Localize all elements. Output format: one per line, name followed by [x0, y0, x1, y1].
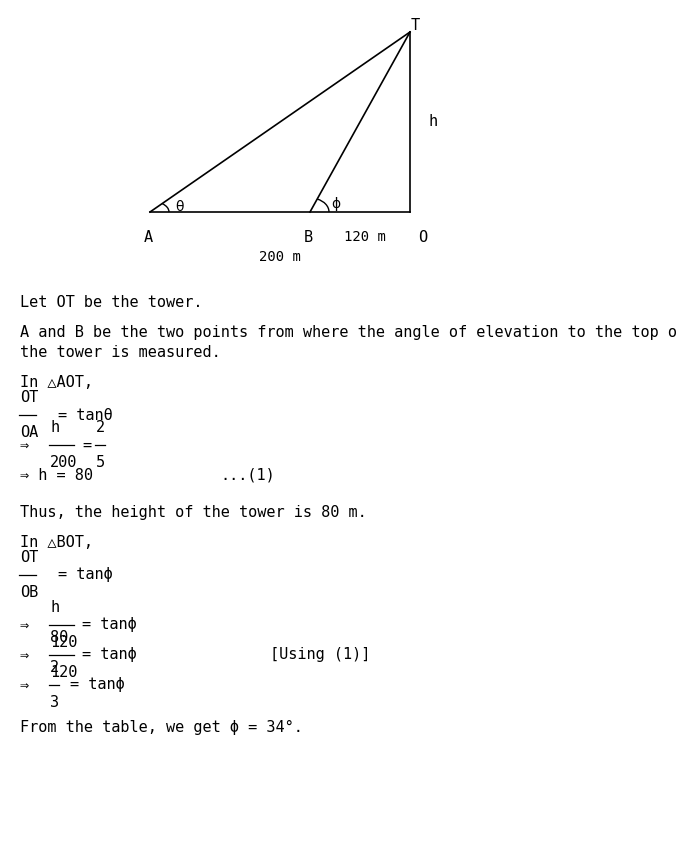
Text: ϕ: ϕ: [331, 197, 341, 211]
Text: ...(1): ...(1): [220, 468, 274, 482]
Text: 120: 120: [50, 635, 77, 650]
Text: θ: θ: [176, 200, 185, 214]
Text: 120 m: 120 m: [344, 230, 386, 244]
Text: In △BOT,: In △BOT,: [20, 535, 93, 550]
Text: B: B: [304, 230, 312, 245]
Text: OT: OT: [20, 550, 39, 565]
Text: A: A: [143, 230, 153, 245]
Text: 5: 5: [96, 455, 105, 470]
Text: 200: 200: [50, 455, 77, 470]
Text: From the table, we get ϕ = 34°.: From the table, we get ϕ = 34°.: [20, 720, 303, 735]
Text: 80: 80: [50, 630, 68, 645]
Text: OA: OA: [20, 425, 39, 440]
Text: 3: 3: [50, 695, 59, 710]
Text: = tanϕ: = tanϕ: [70, 677, 125, 693]
Text: = tanθ: = tanθ: [58, 407, 113, 423]
Text: In △AOT,: In △AOT,: [20, 375, 93, 390]
Text: 2: 2: [96, 420, 105, 435]
Text: ⇒: ⇒: [20, 648, 29, 663]
Text: ⇒: ⇒: [20, 437, 29, 452]
Text: Let OT be the tower.: Let OT be the tower.: [20, 295, 203, 310]
Text: h: h: [50, 420, 59, 435]
Text: ⇒: ⇒: [20, 677, 29, 693]
Text: ⇒ h = 80: ⇒ h = 80: [20, 468, 93, 482]
Text: =: =: [82, 437, 91, 452]
Text: 120: 120: [50, 665, 77, 680]
Text: = tanϕ: = tanϕ: [58, 567, 113, 583]
Text: [Using (1)]: [Using (1)]: [270, 648, 370, 663]
Text: 2: 2: [50, 660, 59, 675]
Text: ⇒: ⇒: [20, 618, 29, 632]
Text: T: T: [410, 18, 420, 33]
Text: = tanϕ: = tanϕ: [82, 618, 137, 632]
Text: A and B be the two points from where the angle of elevation to the top of: A and B be the two points from where the…: [20, 325, 676, 340]
Text: h: h: [50, 600, 59, 615]
Text: Thus, the height of the tower is 80 m.: Thus, the height of the tower is 80 m.: [20, 505, 367, 520]
Text: 200 m: 200 m: [259, 250, 301, 264]
Text: O: O: [418, 230, 427, 245]
Text: OT: OT: [20, 390, 39, 405]
Text: OB: OB: [20, 585, 39, 600]
Text: the tower is measured.: the tower is measured.: [20, 345, 221, 360]
Text: h: h: [428, 114, 437, 130]
Text: = tanϕ: = tanϕ: [82, 648, 137, 663]
